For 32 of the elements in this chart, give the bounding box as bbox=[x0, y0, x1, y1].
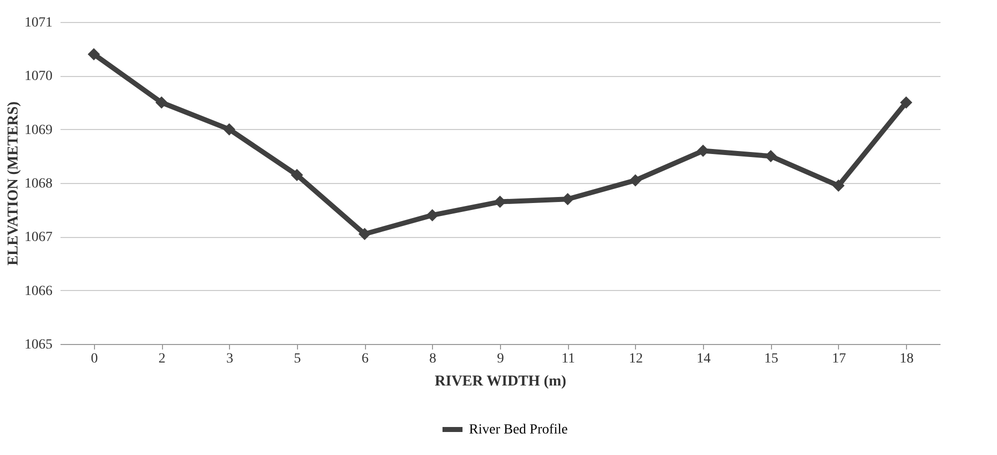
x-axis-title: RIVER WIDTH (m) bbox=[434, 374, 566, 390]
y-tick-label: 1066 bbox=[24, 284, 52, 299]
x-tick-label: 6 bbox=[362, 352, 369, 366]
y-tick-label: 1070 bbox=[24, 69, 52, 84]
y-tick-label: 1068 bbox=[24, 176, 52, 192]
x-tick-label: 15 bbox=[764, 352, 778, 366]
point bbox=[88, 48, 100, 60]
x-tick-label: 18 bbox=[900, 352, 914, 366]
x-tick-label: 8 bbox=[429, 352, 436, 366]
point bbox=[223, 123, 236, 136]
x-tick-label: 11 bbox=[561, 352, 575, 366]
x-tick-label: 12 bbox=[628, 352, 643, 366]
point bbox=[155, 96, 168, 109]
point bbox=[358, 228, 371, 240]
y-axis-title: ELEVATION (METERS) bbox=[6, 101, 22, 266]
point bbox=[832, 180, 845, 192]
point bbox=[629, 174, 642, 186]
point bbox=[426, 209, 438, 222]
point bbox=[900, 96, 912, 109]
x-tick-label: 17 bbox=[832, 352, 846, 366]
x-tick-label: 2 bbox=[158, 352, 166, 366]
x-tick-label: 14 bbox=[696, 352, 711, 366]
legend-label: River Bed Profile bbox=[469, 422, 568, 438]
x-tick-label: 9 bbox=[497, 352, 504, 366]
x-tick-label: 3 bbox=[226, 352, 234, 366]
x-tick-label: 0 bbox=[90, 352, 98, 366]
y-tick-label: 1065 bbox=[24, 338, 52, 352]
y-tick-label: 1071 bbox=[24, 16, 52, 30]
point bbox=[290, 168, 304, 182]
y-tick-label: 1067 bbox=[24, 230, 52, 246]
y-tick-label: 1069 bbox=[24, 122, 52, 138]
x-tick-label: 5 bbox=[294, 352, 301, 366]
